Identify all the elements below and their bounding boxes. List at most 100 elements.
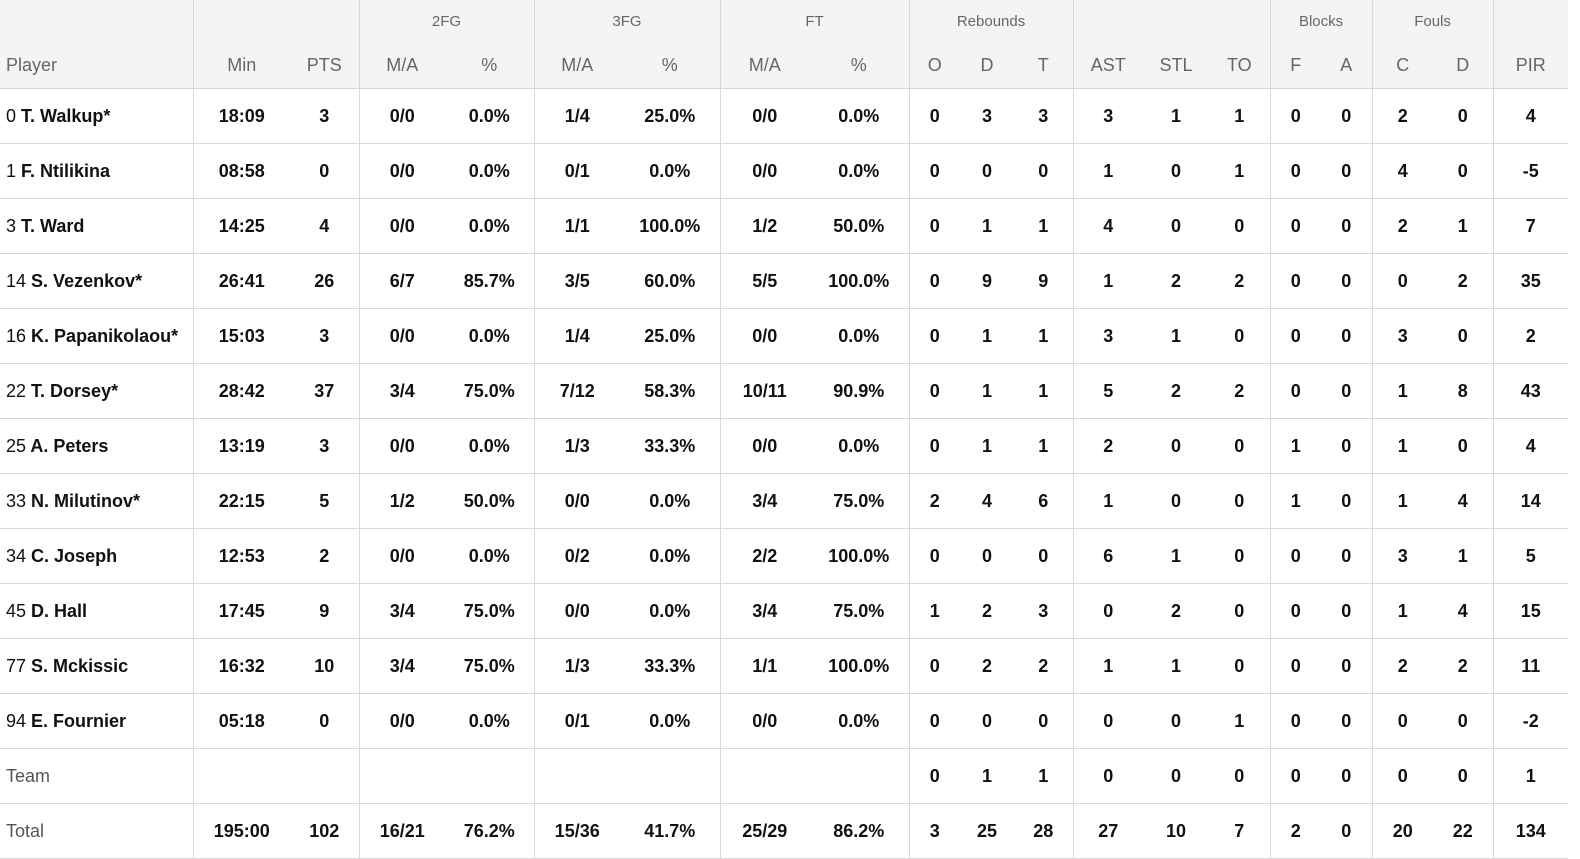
player-cell: 34 C. Joseph [0,528,193,584]
column-header-min[interactable]: Min [192,42,290,89]
cell-2fg-ma: 0/0 [358,528,445,584]
cell-min: 13:19 [192,418,290,474]
cell-ast: 1 [1072,143,1144,199]
column-header-blk-a[interactable]: A [1321,42,1373,89]
player-number: 34 [6,545,27,566]
cell-min: 195:00 [192,803,290,859]
cell-3fg-ma: 0/2 [533,528,620,584]
cell-ft-pct: 86.2% [809,803,910,859]
cell-ast: 2 [1072,418,1144,474]
cell-blk-f: 0 [1269,748,1322,804]
cell-2fg-ma: 0/0 [358,198,445,254]
cell-reb-t: 1 [1014,363,1074,419]
player-name-link[interactable]: T. Walkup* [21,105,111,126]
column-header-2fg-pct[interactable]: % [445,42,534,89]
column-header-reb-d[interactable]: D [960,42,1015,89]
group-fouls: Fouls [1371,0,1494,42]
cell-fouls-c: 0 [1371,748,1434,804]
player-cell: 25 A. Peters [0,418,193,474]
column-header-pir[interactable]: PIR [1492,42,1569,89]
cell-reb-d: 1 [960,308,1015,364]
column-header-reb-o[interactable]: O [908,42,961,89]
cell-3fg-ma: 1/3 [533,418,620,474]
player-name-link[interactable]: F. Ntilikina [21,160,111,181]
player-name-link[interactable]: C. Joseph [31,545,118,566]
column-header-3fg-ma[interactable]: M/A [533,42,620,89]
column-header-fouls-d[interactable]: D [1433,42,1494,89]
player-name-link[interactable]: T. Ward [21,215,85,236]
cell-blk-f: 0 [1269,693,1322,749]
cell-min: 28:42 [192,363,290,419]
cell-2fg-pct: 75.0% [445,638,534,694]
cell-fouls-d: 4 [1433,473,1494,529]
cell-ft-pct: 0.0% [809,693,910,749]
cell-blk-a: 0 [1321,693,1373,749]
cell-pir: 5 [1492,528,1569,584]
cell-stl: 2 [1143,363,1210,419]
cell-fouls-c: 4 [1371,143,1434,199]
cell-3fg-pct: 0.0% [620,583,720,639]
cell-reb-t: 2 [1014,638,1074,694]
column-header-pts[interactable]: PTS [290,42,359,89]
cell-3fg-ma: 1/4 [533,308,620,364]
cell-3fg-ma: 1/4 [533,88,620,144]
group-rebounds: Rebounds [908,0,1074,42]
cell-ft-pct [809,748,910,804]
player-name-link[interactable]: N. Milutinov* [31,490,141,511]
cell-fouls-c: 3 [1371,308,1434,364]
cell-ft-pct: 90.9% [809,363,910,419]
cell-ft-ma: 5/5 [719,253,809,309]
cell-reb-t: 1 [1014,418,1074,474]
cell-2fg-pct: 85.7% [445,253,534,309]
player-cell: 94 E. Fournier [0,693,193,749]
cell-ft-ma: 1/1 [719,638,809,694]
cell-ft-pct: 100.0% [809,253,910,309]
cell-pir: 43 [1492,363,1569,419]
cell-pts: 10 [290,638,359,694]
player-cell: 77 S. Mckissic [0,638,193,694]
cell-min [192,748,290,804]
cell-fouls-c: 0 [1371,253,1434,309]
column-header-reb-t[interactable]: T [1014,42,1074,89]
column-header-ast[interactable]: AST [1072,42,1144,89]
cell-2fg-ma: 3/4 [358,583,445,639]
team-row: Team 0 1 1 0 0 0 0 0 0 0 1 [0,748,1569,804]
player-number: 94 [6,710,27,731]
column-header-3fg-pct[interactable]: % [620,42,720,89]
cell-reb-t: 0 [1014,143,1074,199]
cell-fouls-d: 8 [1433,363,1494,419]
cell-fouls-d: 22 [1433,803,1494,859]
cell-reb-o: 0 [908,198,961,254]
cell-reb-o: 3 [908,803,961,859]
cell-blk-a: 0 [1321,88,1373,144]
column-header-2fg-ma[interactable]: M/A [358,42,445,89]
player-name-link[interactable]: S. Mckissic [31,655,129,676]
player-cell: 3 T. Ward [0,198,193,254]
cell-3fg-ma: 3/5 [533,253,620,309]
cell-blk-f: 0 [1269,253,1322,309]
column-header-ft-pct[interactable]: % [809,42,910,89]
column-header-blk-f[interactable]: F [1269,42,1322,89]
player-row: 45 D. Hall 17:45 9 3/4 75.0% 0/0 0.0% 3/4 75.0% 1… [0,583,1569,639]
player-name-link[interactable]: K. Papanikolaou* [31,325,179,346]
cell-to: 0 [1209,308,1271,364]
player-name-link[interactable]: A. Peters [30,435,109,456]
player-name-link[interactable]: S. Vezenkov* [31,270,143,291]
cell-blk-a: 0 [1321,583,1373,639]
cell-blk-f: 0 [1269,363,1322,419]
cell-reb-t: 3 [1014,583,1074,639]
column-header-player[interactable]: Player [0,42,193,89]
cell-reb-t: 28 [1014,803,1074,859]
cell-blk-a: 0 [1321,473,1373,529]
player-name-link[interactable]: T. Dorsey* [31,380,119,401]
cell-pir: 4 [1492,88,1569,144]
player-number: 77 [6,655,27,676]
column-header-ft-ma[interactable]: M/A [719,42,809,89]
player-name-link[interactable]: D. Hall [31,600,88,621]
cell-reb-o: 0 [908,638,961,694]
column-header-to[interactable]: TO [1209,42,1271,89]
cell-blk-f: 0 [1269,583,1322,639]
player-name-link[interactable]: E. Fournier [31,710,127,731]
column-header-fouls-c[interactable]: C [1371,42,1434,89]
column-header-stl[interactable]: STL [1143,42,1210,89]
